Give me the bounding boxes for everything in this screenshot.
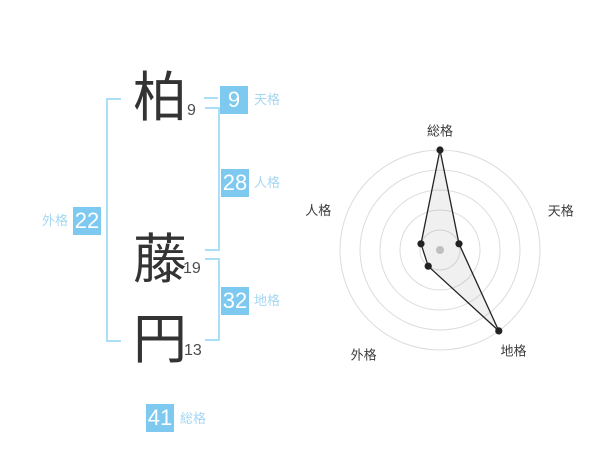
radar-axis-label: 人格 — [305, 203, 331, 218]
tenkaku-value-badge: 9 — [220, 86, 248, 114]
radar-axis-label: 天格 — [548, 203, 574, 218]
chikaku-bracket — [205, 258, 220, 341]
radar-data-point — [495, 327, 503, 335]
stroke-count-1: 9 — [187, 102, 196, 119]
jinkaku-label: 人格 — [254, 175, 281, 190]
stroke-count-3: 13 — [184, 342, 202, 359]
radar-data-point — [455, 240, 463, 248]
radar-axis-label: 外格 — [351, 348, 377, 363]
chikaku-value-badge: 32 — [221, 287, 249, 315]
jinkaku-value-badge: 28 — [221, 169, 249, 197]
radar-data-point — [436, 146, 444, 154]
radar-grid-ring — [399, 209, 481, 291]
radar-grid-ring — [419, 229, 461, 271]
gaikaku-value-badge: 22 — [73, 207, 101, 235]
name-character-1: 柏 — [133, 68, 187, 128]
radar-data-point — [417, 240, 425, 248]
radar-center-dot — [436, 246, 444, 254]
radar-chart-panel: 総格天格地格 外格 人格 — [290, 100, 590, 400]
stroke-count-2: 19 — [183, 260, 201, 277]
tenkaku-label: 天格 — [254, 92, 281, 107]
tenkaku-connector-line — [204, 97, 218, 99]
radar-data-polygon — [420, 149, 500, 332]
radar-grid-ring — [359, 169, 521, 331]
radar-grid-ring — [379, 189, 501, 311]
name-character-2: 藤 — [133, 230, 187, 290]
name-character-3: 円 — [133, 310, 187, 370]
radar-axis-label: 地格 — [500, 344, 526, 359]
radar-data-point — [424, 262, 432, 270]
jinkaku-bracket — [205, 107, 220, 251]
gaikaku-label: 外格 — [41, 213, 68, 228]
soukaku-label: 総格 — [180, 411, 207, 426]
radar-axis-label: 総格 — [427, 124, 453, 139]
soukaku-value-badge: 41 — [146, 404, 174, 432]
gaikaku-bracket — [106, 98, 121, 342]
chikaku-label: 地格 — [254, 293, 281, 308]
